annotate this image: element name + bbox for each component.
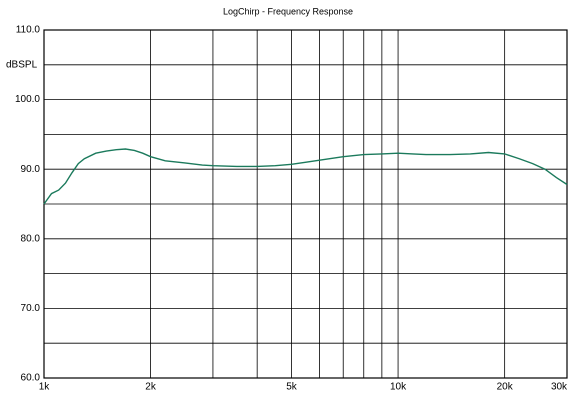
y-tick-label: 70.0 <box>21 303 41 314</box>
x-tick-label: 5k <box>286 382 298 393</box>
x-tick-label: 20k <box>497 382 514 393</box>
y-tick-label: 80.0 <box>21 233 41 244</box>
x-tick-label: 2k <box>145 382 157 393</box>
x-tick-label: 30k <box>551 382 568 393</box>
chart-title: LogChirp - Frequency Response <box>223 6 353 16</box>
y-tick-label: 90.0 <box>21 164 41 175</box>
y-tick-label: 110.0 <box>16 25 41 36</box>
y-axis-label: dBSPL <box>6 60 38 71</box>
y-tick-label: 60.0 <box>21 373 41 384</box>
x-tick-label: 10k <box>390 382 407 393</box>
y-tick-label: 100.0 <box>15 94 40 105</box>
data-line <box>43 148 568 205</box>
x-tick-label: 1k <box>39 382 51 393</box>
